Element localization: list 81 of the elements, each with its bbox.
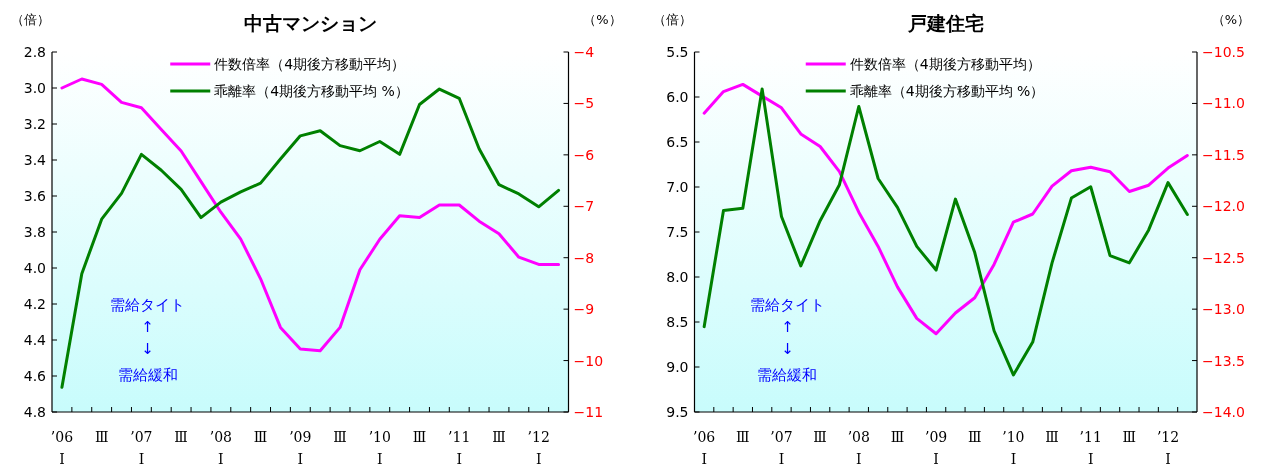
x-tick-label: ’06 Ⅰ (50, 429, 74, 464)
x-tick-label: Ⅲ (967, 429, 982, 445)
y-tick-label: 4.8 (23, 404, 46, 420)
y-tick-label: 8.5 (666, 314, 689, 330)
y-tick-label: 4.2 (23, 296, 46, 312)
y-tick-label: 8.0 (666, 269, 689, 285)
x-tick-label: ’06 Ⅰ (693, 429, 716, 464)
annotation: 需給タイト (749, 296, 825, 314)
x-tick-label: ’11 Ⅰ (448, 429, 471, 464)
y-axis-title: （倍） (653, 12, 692, 27)
y-tick-label: 4.4 (23, 332, 47, 348)
legend-label: 乖離率（4期後方移動平均 %） (214, 83, 409, 99)
legend-label: 件数倍率（4期後方移動平均） (214, 56, 406, 72)
y2-tick-label: −11.0 (1202, 95, 1245, 112)
y2-tick-label: −4 (573, 44, 595, 60)
y-tick-label: 3.6 (23, 188, 47, 204)
chart-title: 戸建住宅 (906, 12, 984, 34)
x-tick-label: Ⅲ (333, 429, 347, 445)
y-tick-label: 3.0 (23, 80, 46, 96)
y-tick-label: 3.8 (23, 224, 46, 240)
y-tick-label: 7.5 (666, 224, 689, 240)
y-tick-label: 9.0 (666, 359, 689, 375)
x-tick-label: ’12 Ⅰ (527, 429, 550, 464)
x-tick-label: Ⅲ (1045, 429, 1059, 445)
y2-axis-title: （%） (583, 12, 622, 27)
x-tick-label: ’08 Ⅰ (847, 429, 870, 464)
y2-tick-label: −14.0 (1202, 404, 1245, 420)
x-tick-label: ’10 Ⅰ (368, 429, 391, 464)
x-tick-label: ’12 Ⅰ (1156, 429, 1180, 464)
x-tick-label: ’08 Ⅰ (209, 429, 232, 464)
y-tick-label: 7.0 (666, 179, 689, 195)
x-tick-label: Ⅲ (174, 429, 188, 445)
x-tick-label: Ⅲ (890, 429, 905, 445)
y2-tick-label: −5 (573, 95, 595, 112)
y2-tick-label: −10 (573, 352, 604, 369)
y2-tick-label: −13.0 (1202, 301, 1245, 318)
x-tick-label: ’10 Ⅰ (1002, 429, 1025, 464)
y2-tick-label: −11.5 (1202, 146, 1245, 163)
y-tick-label: 2.8 (23, 44, 46, 60)
y2-tick-label: −12.0 (1202, 198, 1245, 215)
annotation: 需給タイト (110, 296, 186, 314)
y-tick-label: 4.6 (23, 368, 47, 384)
y-axis-title: （倍） (10, 12, 50, 27)
x-tick-label: Ⅲ (813, 429, 827, 445)
line-series (702, 82, 1189, 336)
x-tick-label: Ⅲ (412, 429, 427, 445)
y2-tick-label: −8 (573, 249, 595, 266)
y-tick-label: 9.5 (666, 404, 689, 420)
y-tick-label: 3.2 (23, 116, 46, 132)
y2-tick-label: −7 (573, 198, 595, 215)
y2-tick-label: −10.5 (1202, 44, 1245, 60)
x-tick-label: ’11 Ⅰ (1079, 429, 1102, 464)
legend-label: 件数倍率（4期後方移動平均） (849, 56, 1041, 72)
chart-title: 中古マンション (243, 12, 377, 34)
x-tick-label: Ⅲ (736, 429, 750, 445)
y2-axis-title: （%） (1211, 12, 1251, 27)
y-tick-label: 4.0 (23, 260, 46, 276)
y2-tick-label: −6 (573, 146, 595, 163)
y2-tick-label: −11 (573, 404, 604, 420)
x-tick-label: ’07 Ⅰ (770, 429, 793, 464)
x-tick-label: Ⅲ (94, 429, 109, 445)
x-tick-label: ’07 Ⅰ (130, 429, 153, 464)
annotation: 需給緩和 (117, 366, 178, 384)
x-tick-label: ’09 Ⅰ (924, 429, 948, 464)
y2-tick-label: −9 (573, 301, 595, 318)
x-tick-label: ’09 Ⅰ (289, 429, 312, 464)
x-tick-label: Ⅲ (253, 429, 268, 445)
y-tick-label: 6.5 (666, 134, 689, 150)
y-tick-label: 5.5 (666, 44, 689, 60)
legend-label: 乖離率（4期後方移動平均 %） (849, 83, 1045, 99)
y-tick-label: 6.0 (666, 89, 689, 105)
x-tick-label: Ⅲ (1122, 429, 1137, 445)
annotation: 需給緩和 (757, 366, 818, 384)
annotation: ↑ (141, 318, 154, 336)
y2-tick-label: −12.5 (1202, 249, 1245, 266)
y-tick-label: 3.4 (23, 152, 47, 168)
annotation: ↑ (781, 318, 794, 336)
y2-tick-label: −13.5 (1202, 352, 1245, 369)
x-tick-label: Ⅲ (492, 429, 506, 445)
annotation: ↓ (141, 340, 154, 358)
annotation: ↓ (781, 340, 794, 358)
